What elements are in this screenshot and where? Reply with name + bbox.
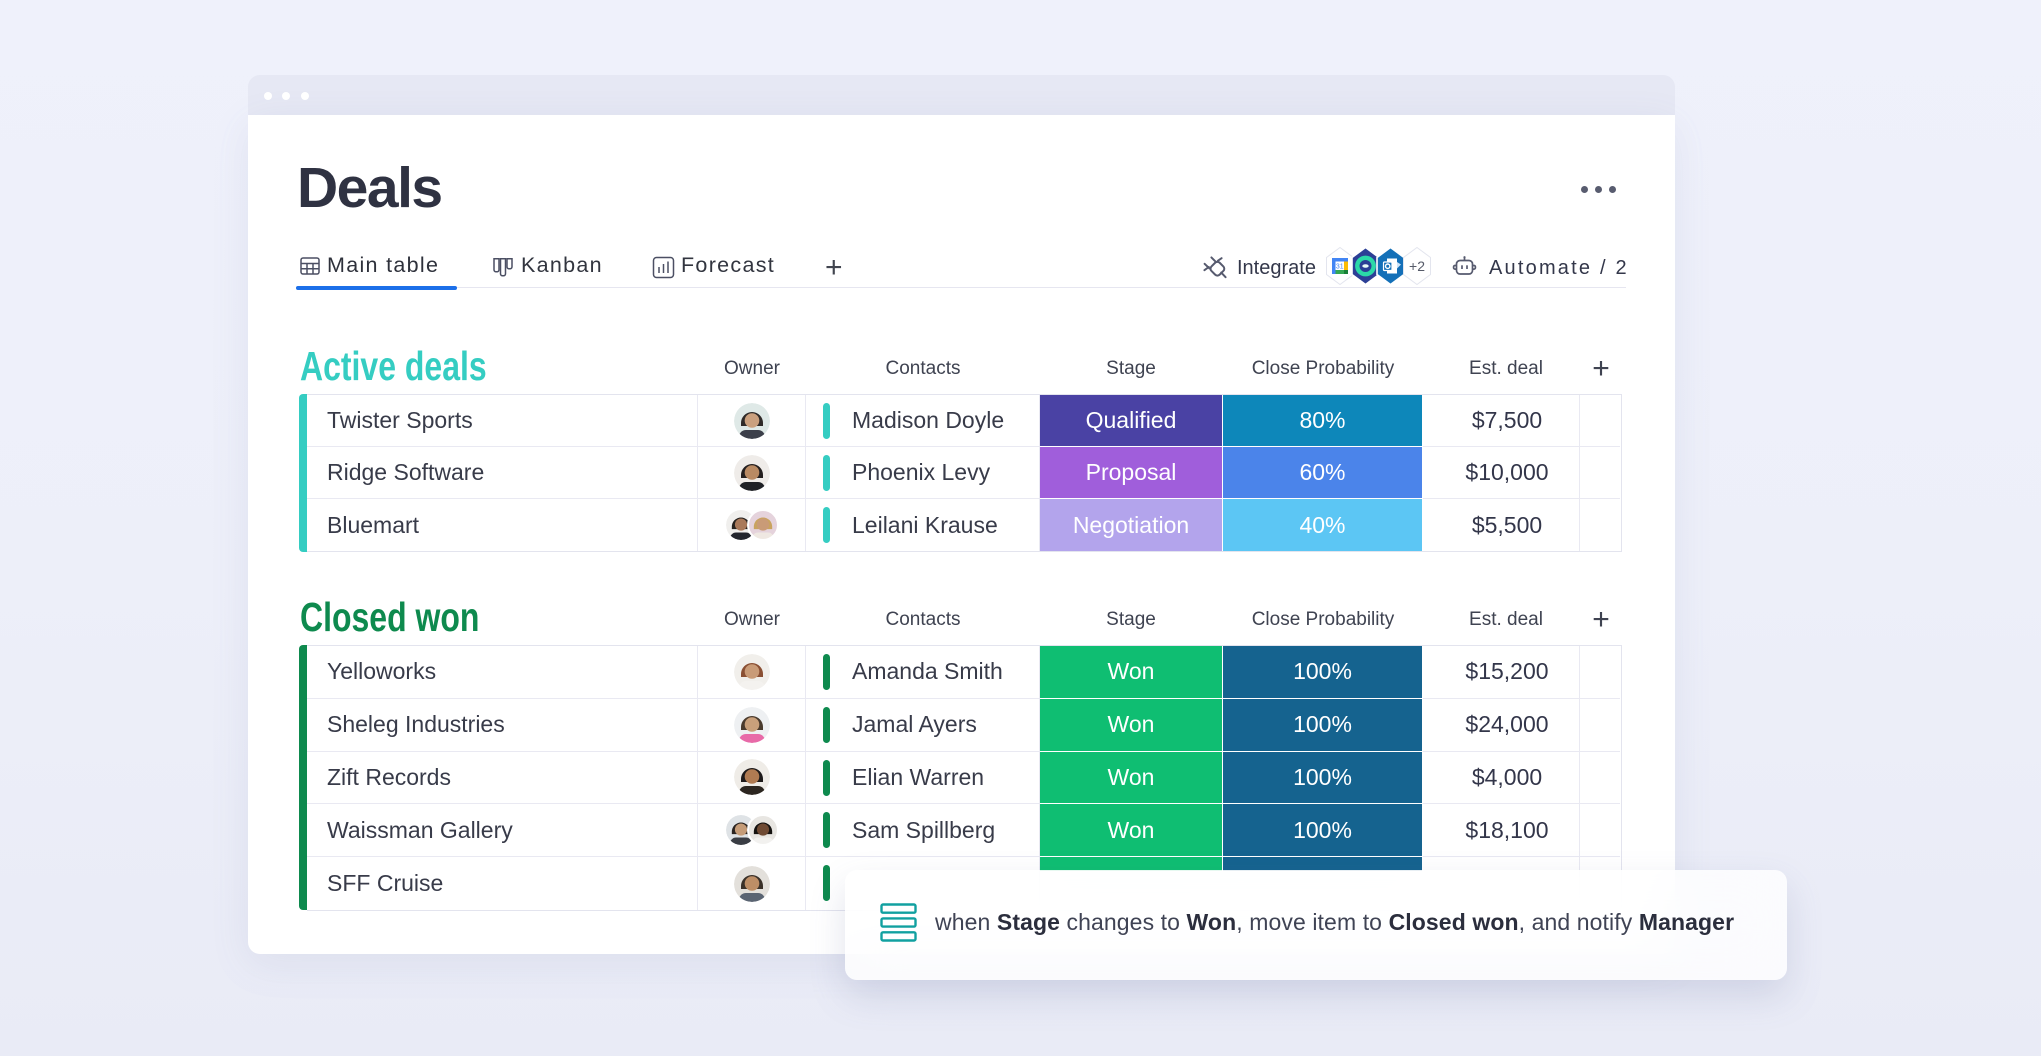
svg-text:31: 31 (1336, 264, 1344, 271)
svg-text:+2: +2 (1409, 258, 1425, 274)
